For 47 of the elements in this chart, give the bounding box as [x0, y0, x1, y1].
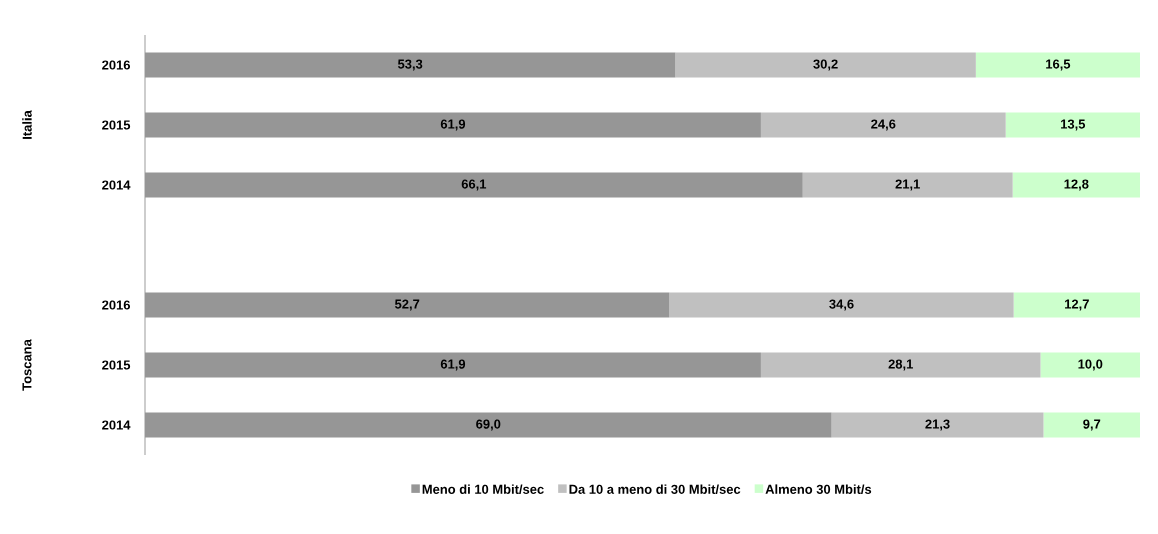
bar [802, 172, 1013, 198]
data-label: 9,7 [1083, 419, 1101, 431]
bar [1012, 172, 1141, 198]
data-label: 61,9 [440, 359, 466, 371]
data-label: 12,7 [1065, 299, 1089, 311]
y-tick-label: 2015 [102, 120, 131, 130]
data-label: 66,1 [461, 179, 487, 191]
legend-label: Da 10 a meno di 30 Mbit/sec [569, 484, 741, 495]
bar [1005, 112, 1141, 138]
bar [675, 52, 976, 78]
y-tick-label: 2016 [102, 300, 131, 310]
text: Toscana [22, 339, 32, 391]
bar [669, 292, 1014, 318]
bar [145, 52, 676, 78]
bar [760, 112, 1006, 138]
data-label: 34,6 [829, 299, 854, 311]
bar [1043, 412, 1141, 438]
bar [1040, 352, 1141, 378]
data-label: 10,0 [1078, 359, 1103, 371]
data-label: 12,8 [1064, 179, 1089, 191]
y-tick-label: 2014 [102, 180, 131, 190]
data-label: 16,5 [1046, 59, 1071, 71]
bar [145, 412, 832, 438]
data-label: 69,0 [476, 419, 501, 431]
legend-label: Meno di 10 Mbit/sec [422, 484, 544, 495]
data-label: 21,1 [895, 179, 920, 191]
data-label: 52,7 [394, 299, 420, 311]
data-label: 21,3 [925, 419, 950, 431]
data-label: 61,9 [440, 119, 466, 131]
bar [1013, 292, 1141, 318]
data-label: 30,2 [813, 59, 838, 71]
text: Italia [22, 110, 32, 139]
data-label: 28,1 [888, 359, 913, 371]
bar [145, 172, 803, 198]
data-label: 13,5 [1061, 119, 1086, 131]
y-tick-label: 2016 [102, 60, 131, 70]
data-label: 24,6 [871, 119, 896, 131]
y-tick-label: 2014 [102, 420, 131, 430]
bar [760, 352, 1041, 378]
bar [145, 292, 670, 318]
legend-label: Almeno 30 Mbit/s [765, 484, 872, 495]
bar [145, 112, 761, 138]
bar [831, 412, 1044, 438]
data-label: 53,3 [397, 59, 423, 71]
y-tick-label: 2015 [102, 360, 131, 370]
bar [145, 352, 761, 378]
bar [975, 52, 1141, 78]
